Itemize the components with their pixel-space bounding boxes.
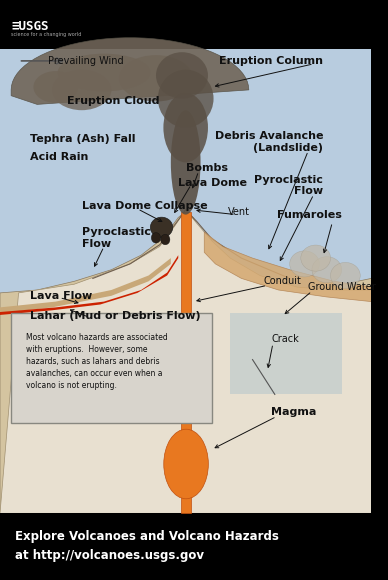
- Ellipse shape: [290, 251, 319, 277]
- Bar: [0, 49, 371, 513]
- Text: Lava Flow: Lava Flow: [30, 291, 92, 301]
- Polygon shape: [0, 212, 371, 513]
- Text: Crack: Crack: [271, 334, 299, 345]
- Ellipse shape: [161, 234, 170, 245]
- Ellipse shape: [119, 55, 193, 102]
- Text: Eruption Column: Eruption Column: [219, 56, 323, 66]
- Ellipse shape: [52, 70, 111, 110]
- Ellipse shape: [57, 54, 151, 92]
- Text: ≡USGS: ≡USGS: [11, 20, 48, 32]
- Text: Pyroclastic
Flow: Pyroclastic Flow: [254, 175, 323, 197]
- Ellipse shape: [312, 256, 342, 283]
- Bar: [230, 313, 342, 394]
- Ellipse shape: [331, 262, 360, 289]
- Polygon shape: [0, 258, 171, 313]
- Text: Debris Avalanche
(Landslide): Debris Avalanche (Landslide): [215, 131, 323, 153]
- Polygon shape: [204, 232, 371, 302]
- Ellipse shape: [163, 93, 208, 162]
- Text: Prevailing Wind: Prevailing Wind: [48, 56, 124, 66]
- Text: Ground Water: Ground Water: [308, 282, 376, 292]
- FancyBboxPatch shape: [11, 313, 212, 423]
- Ellipse shape: [151, 218, 173, 238]
- Bar: [0, 0, 371, 49]
- Polygon shape: [0, 210, 371, 513]
- Ellipse shape: [171, 110, 201, 215]
- Text: Conduit: Conduit: [264, 276, 301, 287]
- Bar: [0, 513, 371, 580]
- Text: Lahar (Mud or Debris Flow): Lahar (Mud or Debris Flow): [30, 311, 200, 321]
- Ellipse shape: [164, 429, 208, 499]
- Text: Lava Dome: Lava Dome: [178, 177, 247, 188]
- Text: Vent: Vent: [229, 206, 250, 217]
- Ellipse shape: [151, 233, 161, 243]
- Text: Tephra (Ash) Fall: Tephra (Ash) Fall: [30, 134, 135, 144]
- Text: Explore Volcanoes and Volcano Hazards: Explore Volcanoes and Volcano Hazards: [15, 530, 279, 543]
- Text: Eruption Cloud: Eruption Cloud: [67, 96, 159, 107]
- Ellipse shape: [33, 71, 78, 103]
- Text: Magma: Magma: [271, 407, 317, 417]
- Ellipse shape: [301, 245, 331, 271]
- Polygon shape: [0, 255, 178, 315]
- FancyBboxPatch shape: [181, 212, 191, 513]
- Text: science for a changing world: science for a changing world: [11, 32, 81, 37]
- Text: Bombs: Bombs: [186, 163, 228, 173]
- Text: Acid Rain: Acid Rain: [30, 151, 88, 162]
- Text: at http://volcanoes.usgs.gov: at http://volcanoes.usgs.gov: [15, 549, 204, 562]
- Ellipse shape: [156, 52, 208, 99]
- Polygon shape: [11, 38, 249, 104]
- Text: Pyroclastic
Flow: Pyroclastic Flow: [82, 227, 151, 249]
- Text: Lava Dome Collapse: Lava Dome Collapse: [82, 201, 207, 211]
- Text: Most volcano hazards are associated
with eruptions.  However, some
hazards, such: Most volcano hazards are associated with…: [26, 334, 168, 390]
- Text: Fumaroles: Fumaroles: [277, 209, 342, 220]
- Ellipse shape: [158, 70, 213, 128]
